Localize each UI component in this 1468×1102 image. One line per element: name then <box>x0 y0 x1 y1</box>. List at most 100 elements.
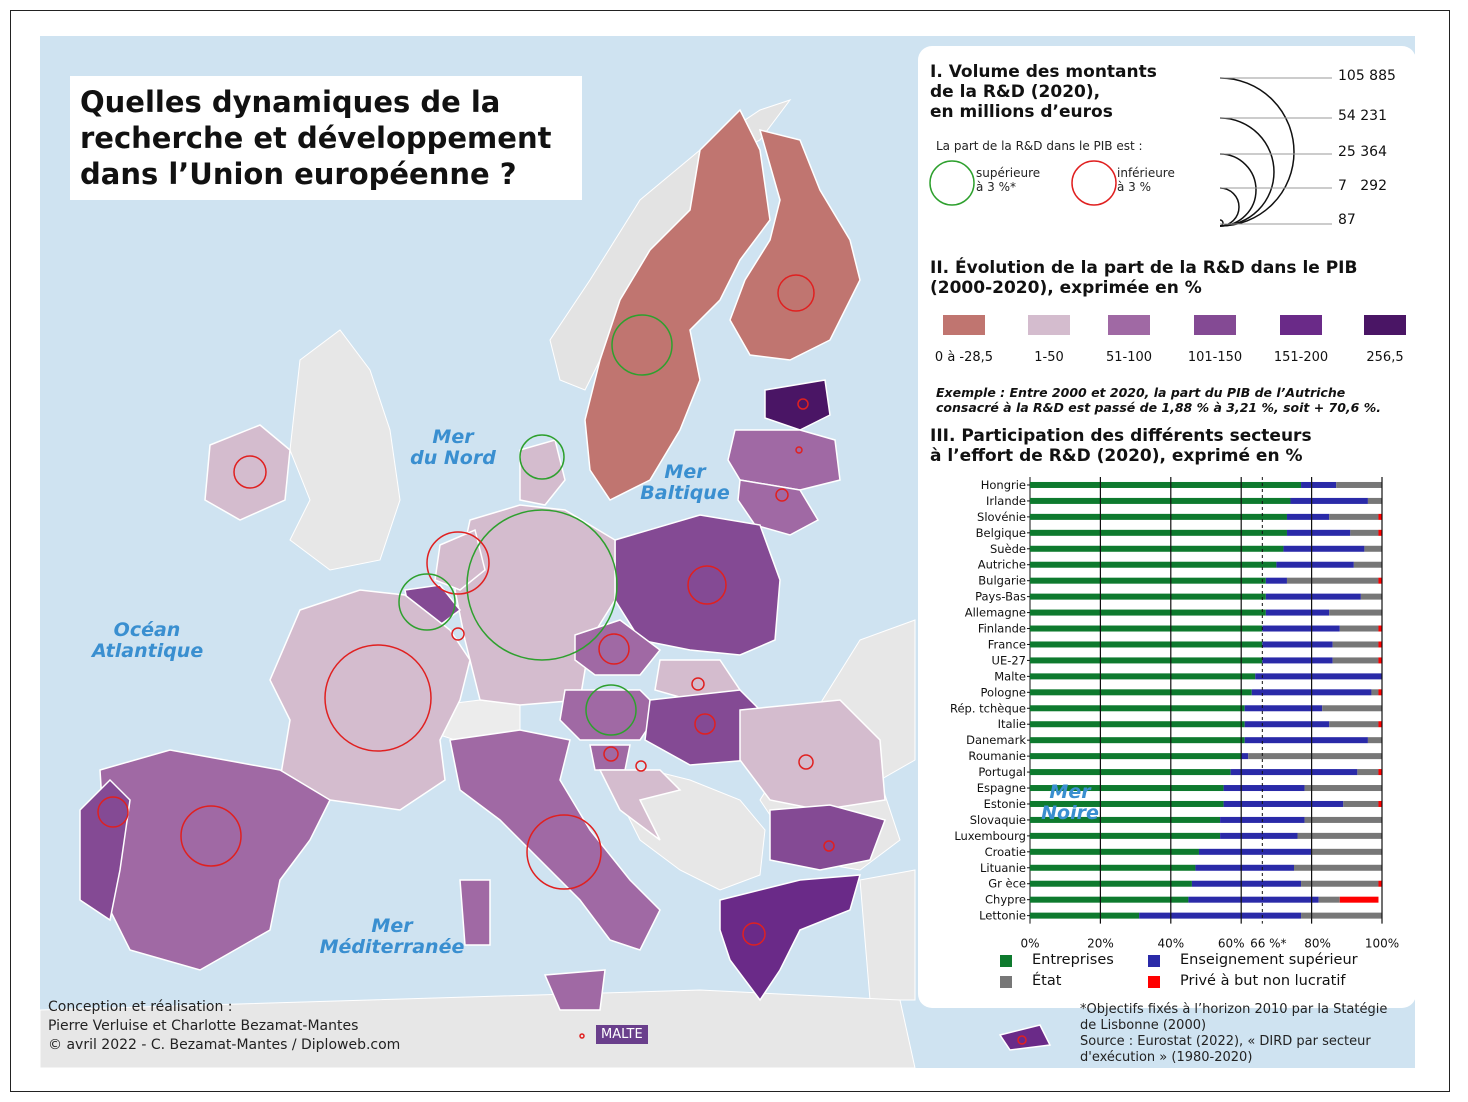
category-label: Espagne <box>977 781 1026 795</box>
bar-segment <box>1030 545 1284 552</box>
bar-segment <box>1301 880 1379 887</box>
country-portugal <box>79 778 131 922</box>
legend-example: Exemple : Entre 2000 et 2020, la part du… <box>936 385 1382 415</box>
bar-segment <box>1030 673 1256 680</box>
legend-label-enseignement: Enseignement supérieur <box>1180 952 1358 968</box>
bar-segment <box>1030 880 1192 887</box>
bar-segment <box>1350 529 1379 536</box>
circle-france <box>324 644 432 752</box>
category-label: Croatie <box>985 845 1026 859</box>
legend-class-label-4: 151-200 <box>1273 350 1329 365</box>
bar-segment <box>1030 705 1245 712</box>
bar-segment <box>1030 497 1291 504</box>
circle-bulgaria <box>823 840 835 852</box>
bar-segment <box>1378 641 1382 648</box>
category-label: Portugal <box>978 765 1026 779</box>
circle-austria <box>585 684 637 736</box>
legend-circle-above <box>929 160 975 206</box>
circle-sweden <box>611 314 673 376</box>
bar-segment <box>1030 832 1221 839</box>
bar-segment <box>1378 800 1382 807</box>
tick-label: 100% <box>1365 937 1399 951</box>
legend-above-label: supérieure à 3 %* <box>976 166 1041 194</box>
circle-croatia <box>635 760 647 772</box>
bar-segment <box>1030 529 1287 536</box>
bar-segment <box>1265 577 1287 584</box>
bar-segment <box>1322 705 1382 712</box>
tick-label: 60% <box>1218 937 1245 951</box>
bar-segment <box>1030 561 1277 568</box>
circle-estonia <box>797 398 809 410</box>
legend-class-swatch-4 <box>1280 315 1322 335</box>
bar-segment <box>1301 481 1337 488</box>
bar-segment <box>1286 577 1379 584</box>
category-label: France <box>988 637 1026 651</box>
legend-section-1-title: I. Volume des montants de la R&D (2020), e… <box>930 62 1157 122</box>
bar-segment <box>1304 785 1382 792</box>
category-label: Rép. tchèque <box>950 701 1026 715</box>
credits: Conception et réalisation : Pierre Verlu… <box>48 999 401 1053</box>
bar-segment <box>1329 513 1379 520</box>
circle-greece <box>742 922 766 946</box>
country-greece <box>719 874 862 1002</box>
bar-segment <box>1030 737 1245 744</box>
circle-romania <box>798 754 814 770</box>
bar-segment <box>1030 625 1263 632</box>
bar-segment <box>1378 769 1382 776</box>
legend-volume-2: 54 231 <box>1338 108 1387 124</box>
legend-circles-svg <box>929 77 1332 227</box>
category-label: Finlande <box>978 622 1026 636</box>
non-eu-land-balkans <box>614 769 766 891</box>
legend-class-swatch-0 <box>943 315 985 335</box>
bar-segment <box>1030 641 1263 648</box>
bar-segment <box>1244 705 1323 712</box>
bar-segment <box>1294 864 1382 871</box>
category-label: Danemark <box>966 733 1026 747</box>
rd-volume-circles <box>97 274 1027 1045</box>
legend-share-subtitle: La part de la R&D dans le PIB est : <box>936 139 1143 153</box>
bar-segment <box>1223 800 1344 807</box>
category-label: UE-27 <box>992 653 1026 667</box>
category-label: Estonie <box>984 797 1026 811</box>
category-label: Pologne <box>981 685 1026 699</box>
legend-class-swatch-1 <box>1028 315 1070 335</box>
map-frame <box>10 10 1450 1092</box>
country-romania <box>739 699 886 811</box>
legend-panel: I. Volume des montants de la R&D (2020), e… <box>918 46 1416 1008</box>
circle-lithuania <box>775 488 789 502</box>
bar-segment <box>1262 625 1340 632</box>
legend-below-label: inférieure à 3 % <box>1117 166 1175 194</box>
bar-segment <box>1030 689 1252 696</box>
category-label: Bulgarie <box>978 574 1026 588</box>
bar-segment <box>1283 545 1365 552</box>
bar-segment <box>1265 593 1361 600</box>
category-label: Belgique <box>976 526 1026 540</box>
legend-volume-3: 25 364 <box>1338 144 1387 160</box>
legend-label-prive: Privé à but non lucratif <box>1180 973 1346 989</box>
country-lithuania <box>737 479 820 536</box>
bar-segment <box>1262 641 1333 648</box>
bar-segment <box>1360 593 1382 600</box>
category-label: Pays-Bas <box>975 590 1026 604</box>
bar-segment <box>1244 721 1330 728</box>
category-label: Lettonie <box>979 909 1026 923</box>
country-germany <box>454 504 616 706</box>
legend-swatch-entreprises <box>1000 955 1012 967</box>
circle-cyprus <box>1017 1035 1027 1045</box>
country-croatia <box>598 769 682 841</box>
bar-segment <box>1030 721 1245 728</box>
legend-circle-below <box>1071 160 1117 206</box>
tick-label: 0% <box>1020 937 1039 951</box>
circle-latvia <box>795 446 803 454</box>
bar-segment <box>1304 816 1382 823</box>
legend-volume-1: 105 885 <box>1338 68 1396 84</box>
malta-label: MALTE <box>596 1025 648 1044</box>
bar-segment <box>1378 577 1382 584</box>
circle-denmark <box>519 434 565 480</box>
legend-label-etat: État <box>1032 973 1062 989</box>
bar-segment <box>1030 816 1221 823</box>
country-bulgaria <box>769 804 886 871</box>
map-title: Quelles dynamiques de la recherche et dé… <box>70 76 582 200</box>
circle-poland <box>687 565 727 605</box>
bar-segment <box>1318 896 1340 903</box>
